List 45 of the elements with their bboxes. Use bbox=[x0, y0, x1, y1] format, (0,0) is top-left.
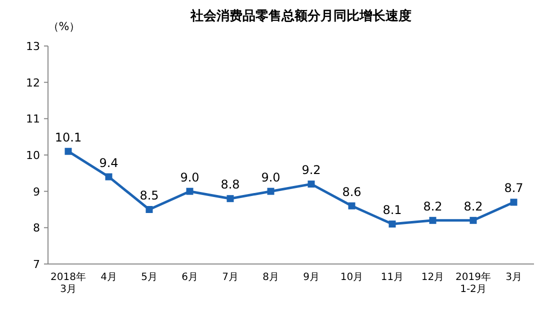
x-tick-label: 9月 bbox=[303, 272, 320, 283]
y-axis-title: （%） bbox=[48, 20, 80, 33]
x-tick-label: 10月 bbox=[340, 272, 364, 283]
x-tick-label: 2019年 1-2月 bbox=[456, 271, 491, 295]
data-label: 8.7 bbox=[504, 181, 524, 196]
point bbox=[388, 220, 396, 228]
y-tick-label: 8 bbox=[33, 222, 40, 235]
y-tick-label: 13 bbox=[26, 40, 40, 53]
x-tick-label: 12月 bbox=[421, 272, 444, 283]
data-label: 8.2 bbox=[464, 199, 483, 214]
x-tick-label: 11月 bbox=[380, 272, 404, 283]
point bbox=[146, 206, 153, 213]
data-label: 9.2 bbox=[302, 163, 321, 178]
point bbox=[348, 202, 356, 210]
chart-title: 社会消费品零售总额分月同比增长速度 bbox=[190, 8, 412, 24]
data-label: 8.6 bbox=[342, 184, 362, 199]
y-tick-label: 12 bbox=[26, 76, 40, 90]
x-tick-label: 2018年 3月 bbox=[50, 271, 86, 295]
data-label: 8.1 bbox=[382, 203, 402, 218]
point bbox=[186, 188, 194, 195]
x-tick-label: 4月 bbox=[100, 272, 117, 283]
x-tick-label: 6月 bbox=[182, 272, 198, 283]
data-label: 9.0 bbox=[261, 170, 280, 184]
point bbox=[226, 195, 234, 202]
point bbox=[429, 216, 436, 224]
data-label: 8.8 bbox=[220, 178, 240, 192]
point bbox=[470, 216, 477, 224]
x-tick-label: 5月 bbox=[141, 272, 158, 283]
point bbox=[64, 148, 72, 155]
data-label: 8.5 bbox=[140, 188, 159, 202]
data-label: 9.0 bbox=[180, 170, 200, 184]
y-tick-label: 10 bbox=[26, 149, 40, 162]
y-tick-label: 9 bbox=[33, 185, 40, 198]
y-tick-label: 11 bbox=[26, 112, 40, 126]
point bbox=[308, 180, 315, 188]
x-tick-label: 7月 bbox=[222, 272, 238, 283]
data-label: 9.4 bbox=[99, 156, 118, 170]
data-label: 8.2 bbox=[423, 199, 442, 214]
x-tick-label: 8月 bbox=[262, 272, 279, 283]
y-tick-label: 7 bbox=[33, 258, 40, 271]
point bbox=[105, 173, 112, 180]
data-label: 10.1 bbox=[54, 130, 82, 144]
point bbox=[267, 188, 274, 195]
point bbox=[510, 198, 518, 206]
x-tick-label: 3月 bbox=[506, 272, 522, 283]
